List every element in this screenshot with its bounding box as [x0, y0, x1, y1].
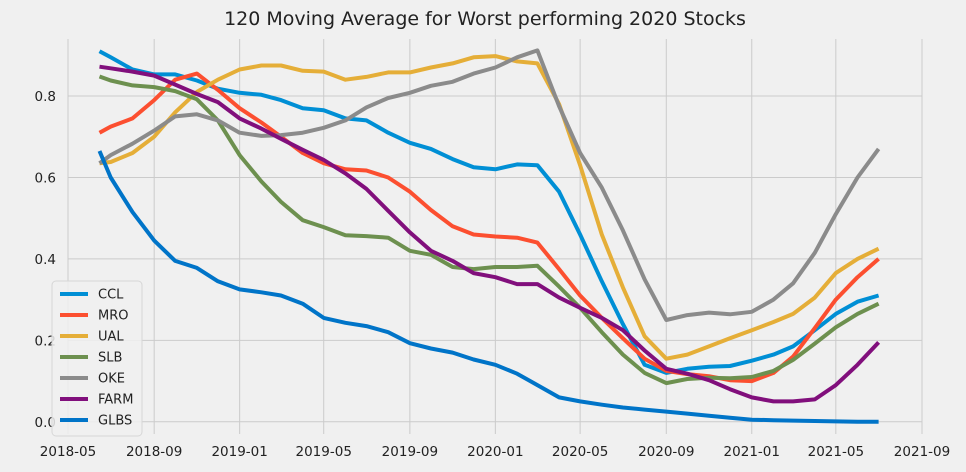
- legend: CCL MRO UAL SLB OKE FARM GLBS: [51, 280, 143, 437]
- y-axis-ticks: 0.0 0.2 0.4 0.6 0.8: [35, 89, 56, 431]
- legend-label-ual: UAL: [98, 330, 124, 345]
- series-line-farm: [99, 64, 881, 404]
- x-tick-label: 2021-09: [894, 444, 950, 460]
- series-line-ccl: [98, 49, 880, 375]
- x-tick-label: 2018-05: [40, 444, 96, 460]
- legend-label-glbs: GLBS: [98, 414, 132, 429]
- y-tick-label: 0.6: [35, 170, 56, 186]
- x-tick-label: 2021-05: [808, 444, 864, 460]
- chart-title: 120 Moving Average for Worst performing …: [224, 8, 746, 30]
- x-tick-label: 2021-01: [724, 444, 780, 460]
- series-lines: [97, 48, 881, 424]
- x-tick-label: 2020-05: [552, 444, 608, 460]
- series-line-glbs: [97, 150, 879, 424]
- legend-label-farm: FARM: [98, 393, 133, 408]
- x-tick-label: 2019-09: [382, 444, 438, 460]
- series-line-mro: [98, 71, 880, 384]
- legend-label-ccl: CCL: [98, 288, 124, 303]
- x-tick-label: 2020-09: [638, 444, 694, 460]
- legend-label-slb: SLB: [98, 351, 122, 366]
- y-tick-label: 0.8: [35, 89, 56, 105]
- x-axis-ticks: 2018-05 2018-09 2019-01 2019-05 2019-09 2020-…: [40, 444, 950, 460]
- x-tick-label: 2019-01: [211, 444, 267, 460]
- legend-label-oke: OKE: [98, 372, 125, 387]
- y-tick-label: 0.2: [35, 333, 56, 349]
- series-line-slb: [98, 74, 880, 386]
- series-line-oke: [98, 48, 881, 322]
- y-tick-label: 0.0: [35, 415, 56, 431]
- x-tick-label: 2018-09: [126, 444, 182, 460]
- x-tick-label: 2020-01: [467, 444, 523, 460]
- y-tick-label: 0.4: [35, 252, 56, 268]
- x-tick-label: 2019-05: [296, 444, 352, 460]
- series-line-ual: [99, 54, 880, 361]
- legend-label-mro: MRO: [98, 309, 128, 324]
